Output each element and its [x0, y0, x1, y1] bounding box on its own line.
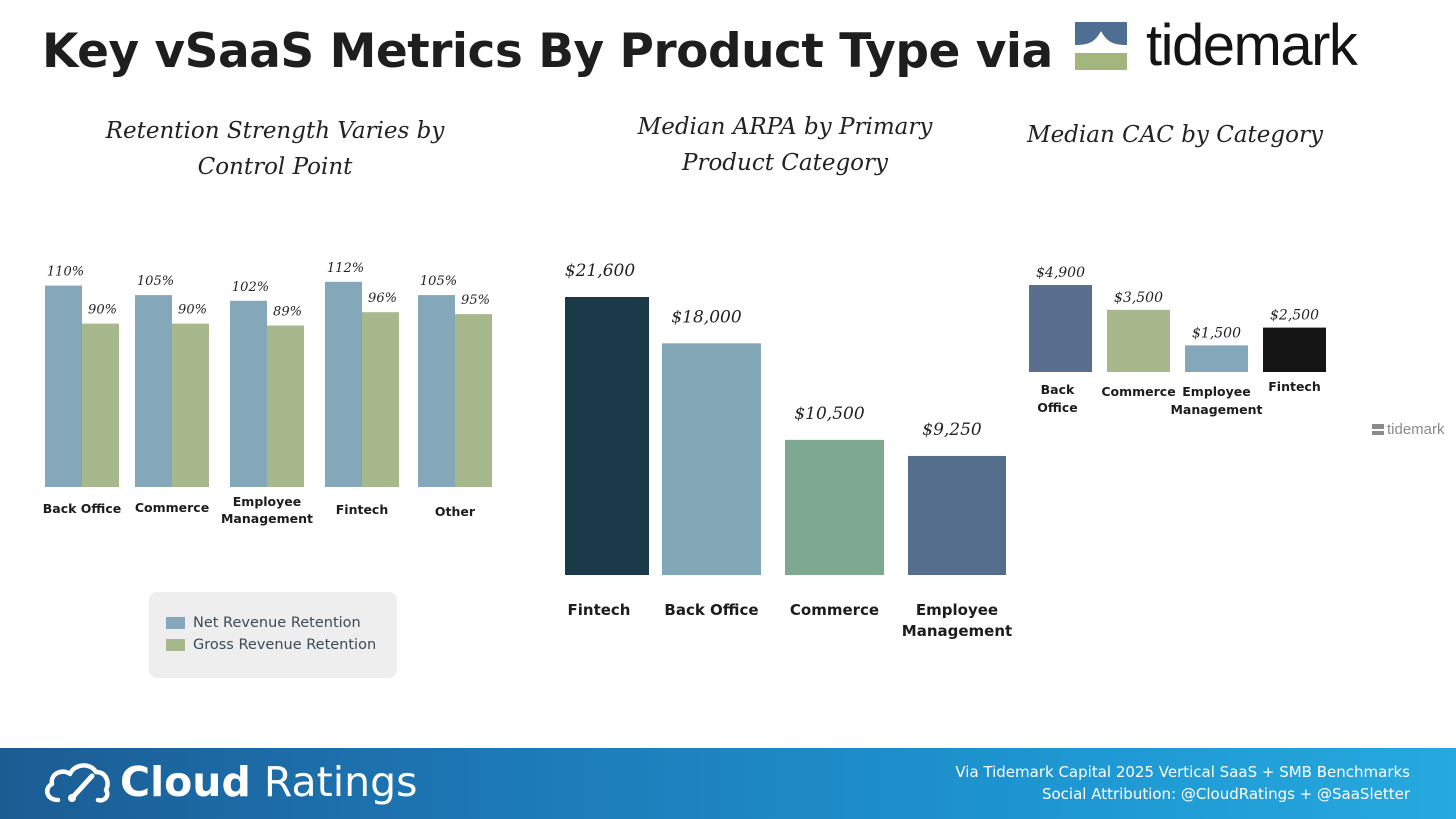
value-label-nrr-other: 105% — [420, 274, 457, 289]
footer-banner: Cloud Ratings Via Tidemark Capital 2025 … — [0, 748, 1456, 819]
legend-swatch-nrr — [166, 617, 185, 629]
legend-label-grr: Gross Revenue Retention — [193, 637, 377, 653]
bar-cac-commerce — [1107, 309, 1170, 372]
arpa-chart: $21,600 Fintech $18,000 Back Office $10,500 C… — [565, 261, 1012, 640]
value-label-nrr-commerce: 105% — [137, 274, 174, 289]
cloud-ratings-brand: Cloud Ratings — [40, 758, 417, 806]
bar-grr-back-office — [82, 323, 119, 487]
category-label-commerce: Commerce — [135, 500, 209, 515]
value-label-grr-back-office: 90% — [88, 303, 117, 318]
footer-attribution-line: Social Attribution: @CloudRatings + @Saa… — [1041, 785, 1410, 803]
legend-item-grr: Gross Revenue Retention — [166, 637, 376, 653]
page-title: Key vSaaS Metrics By Product Type via — [42, 24, 1053, 79]
value-label-grr-commerce: 90% — [178, 303, 207, 318]
category-label-arpa-back-office: Back Office — [664, 601, 758, 619]
legend-item-nrr: Net Revenue Retention — [166, 615, 361, 631]
bar-nrr-back-office — [45, 285, 82, 487]
value-label-cac-employee-management: $1,500 — [1192, 325, 1241, 341]
retention-chart-title: Retention Strength Varies by Control Poi… — [105, 118, 445, 180]
bar-grr-fintech — [362, 312, 399, 487]
category-label-cac-fintech: Fintech — [1268, 379, 1320, 394]
bar-arpa-fintech — [565, 297, 649, 575]
bar-arpa-employee-management — [908, 455, 1006, 575]
bar-grr-commerce — [172, 323, 209, 487]
bar-cac-employee-management — [1185, 345, 1248, 372]
brand-name: Cloud Ratings — [120, 758, 417, 806]
bar-nrr-commerce — [135, 295, 172, 487]
tidemark-watermark-icon — [1372, 424, 1384, 435]
value-label-nrr-employee-management: 102% — [232, 280, 269, 295]
category-label-fintech: Fintech — [336, 502, 388, 517]
value-label-arpa-employee-management: $9,250 — [922, 420, 982, 440]
category-label-cac-commerce: Commerce — [1101, 384, 1175, 399]
category-label-employee-management: Employee Management — [221, 494, 313, 526]
category-label-cac-back-office: Back Office — [1037, 382, 1077, 415]
bar-grr-employee-management — [267, 325, 304, 487]
bar-arpa-back-office — [662, 343, 761, 575]
tidemark-watermark-text: tidemark — [1387, 421, 1445, 438]
footer-source-line: Via Tidemark Capital 2025 Vertical SaaS … — [955, 763, 1410, 781]
value-label-cac-commerce: $3,500 — [1114, 290, 1163, 306]
legend-swatch-grr — [166, 639, 185, 651]
category-label-arpa-employee-management: Employee Management — [902, 601, 1012, 640]
value-label-grr-other: 95% — [461, 293, 490, 308]
retention-chart: 110% 90% Back Office 105% 90% Commerce 102% 89%… — [43, 261, 492, 526]
bar-nrr-employee-management — [230, 300, 267, 487]
value-label-cac-fintech: $2,500 — [1270, 308, 1319, 324]
tidemark-watermark: tidemark — [1372, 421, 1445, 438]
category-label-other: Other — [435, 504, 476, 519]
value-label-nrr-back-office: 110% — [47, 265, 84, 280]
bar-cac-back-office — [1029, 285, 1092, 372]
bar-nrr-fintech — [325, 281, 362, 487]
legend-label-nrr: Net Revenue Retention — [193, 615, 361, 631]
value-label-cac-back-office: $4,900 — [1036, 265, 1085, 281]
value-label-arpa-back-office: $18,000 — [671, 307, 741, 327]
brand-light: Ratings — [263, 758, 418, 806]
retention-legend: Net Revenue Retention Gross Revenue Rete… — [149, 592, 397, 678]
value-label-nrr-fintech: 112% — [327, 261, 364, 276]
category-label-cac-employee-management: Employee Management — [1170, 384, 1262, 417]
value-label-arpa-commerce: $10,500 — [794, 404, 864, 424]
bar-grr-other — [455, 314, 492, 487]
bar-cac-fintech — [1263, 327, 1326, 372]
brand-bold: Cloud — [120, 758, 251, 806]
value-label-grr-employee-management: 89% — [273, 305, 302, 320]
tidemark-logo-icon — [1075, 22, 1127, 70]
cac-chart-title: Median CAC by Category — [1027, 122, 1323, 148]
bar-nrr-other — [418, 295, 455, 487]
category-label-arpa-fintech: Fintech — [568, 601, 631, 619]
arpa-chart-title: Median ARPA by Primary Product Category — [637, 114, 933, 176]
bar-arpa-commerce — [785, 439, 884, 575]
value-label-arpa-fintech: $21,600 — [565, 261, 635, 281]
category-label-back-office: Back Office — [43, 501, 122, 516]
footer-attribution: Via Tidemark Capital 2025 Vertical SaaS … — [955, 761, 1410, 805]
tidemark-logo-text: tidemark — [1146, 13, 1358, 78]
cloud-gauge-icon — [44, 763, 110, 803]
value-label-grr-fintech: 96% — [368, 291, 397, 306]
cac-chart: $4,900 Back Office $3,500 Commerce $1,500 Empl… — [1029, 265, 1326, 417]
category-label-arpa-commerce: Commerce — [790, 601, 879, 619]
